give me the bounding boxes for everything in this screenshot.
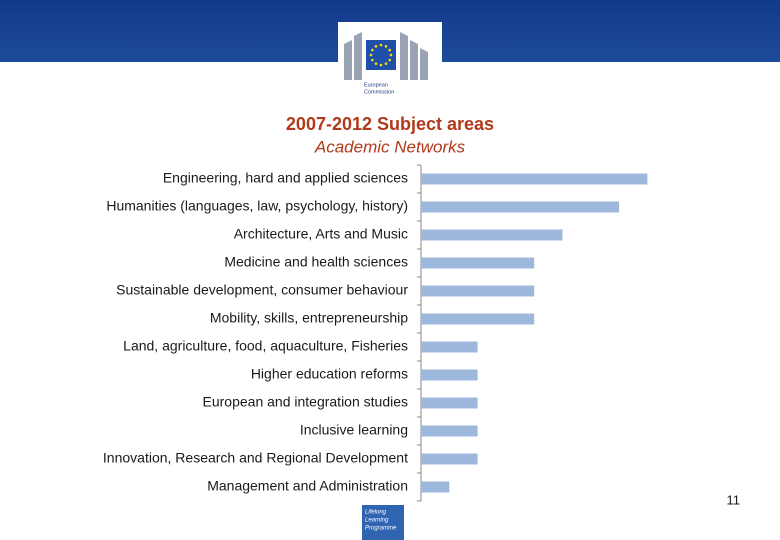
bar [421,173,648,185]
page-number: 11 [727,492,741,507]
bar [421,285,535,297]
category-label: Architecture, Arts and Music [234,226,408,242]
bar [421,313,535,325]
category-label: Sustainable development, consumer behavi… [116,282,408,298]
star [371,58,374,62]
category-label: European and integration studies [203,394,408,410]
star [369,53,373,57]
star [389,53,393,57]
chart-title: 2007-2012 Subject areas [286,114,494,134]
category-label: Engineering, hard and applied sciences [163,170,408,186]
bar [421,369,478,381]
category-label: Management and Administration [207,478,408,494]
category-label: Medicine and health sciences [224,254,408,270]
category-label: Inclusive learning [300,422,408,438]
bar [421,257,535,269]
bar [421,397,478,409]
category-label: Humanities (languages, law, psychology, … [106,198,408,214]
category-label: Innovation, Research and Regional Develo… [103,450,408,466]
bar [421,201,620,213]
bar [421,425,478,437]
bar [421,481,450,493]
star [374,45,378,48]
bar [421,453,478,465]
star [384,45,388,48]
bar [421,229,563,241]
chart-subtitle: Academic Networks [314,137,466,156]
logo-text: Commission [364,89,394,95]
llp-text: Learning [365,518,389,524]
logo-text: European [364,82,388,88]
star [384,62,388,65]
category-label: Mobility, skills, entrepreneurship [210,310,408,326]
llp-text: Programme [365,526,397,532]
star [379,43,383,47]
star [374,62,378,65]
category-label: Higher education reforms [251,366,408,382]
bar [421,341,478,353]
plot: Engineering, hard and applied sciences Hu… [103,164,648,502]
star [379,63,383,67]
category-label: Land, agriculture, food, aquaculture, Fi… [123,338,408,354]
ec-logo: European Commission [338,22,442,102]
star [388,48,391,52]
star [371,48,374,52]
llp-text: Lifelong [365,510,387,516]
llp-logo: Lifelong Learning Programme [362,505,404,540]
star [388,58,391,62]
